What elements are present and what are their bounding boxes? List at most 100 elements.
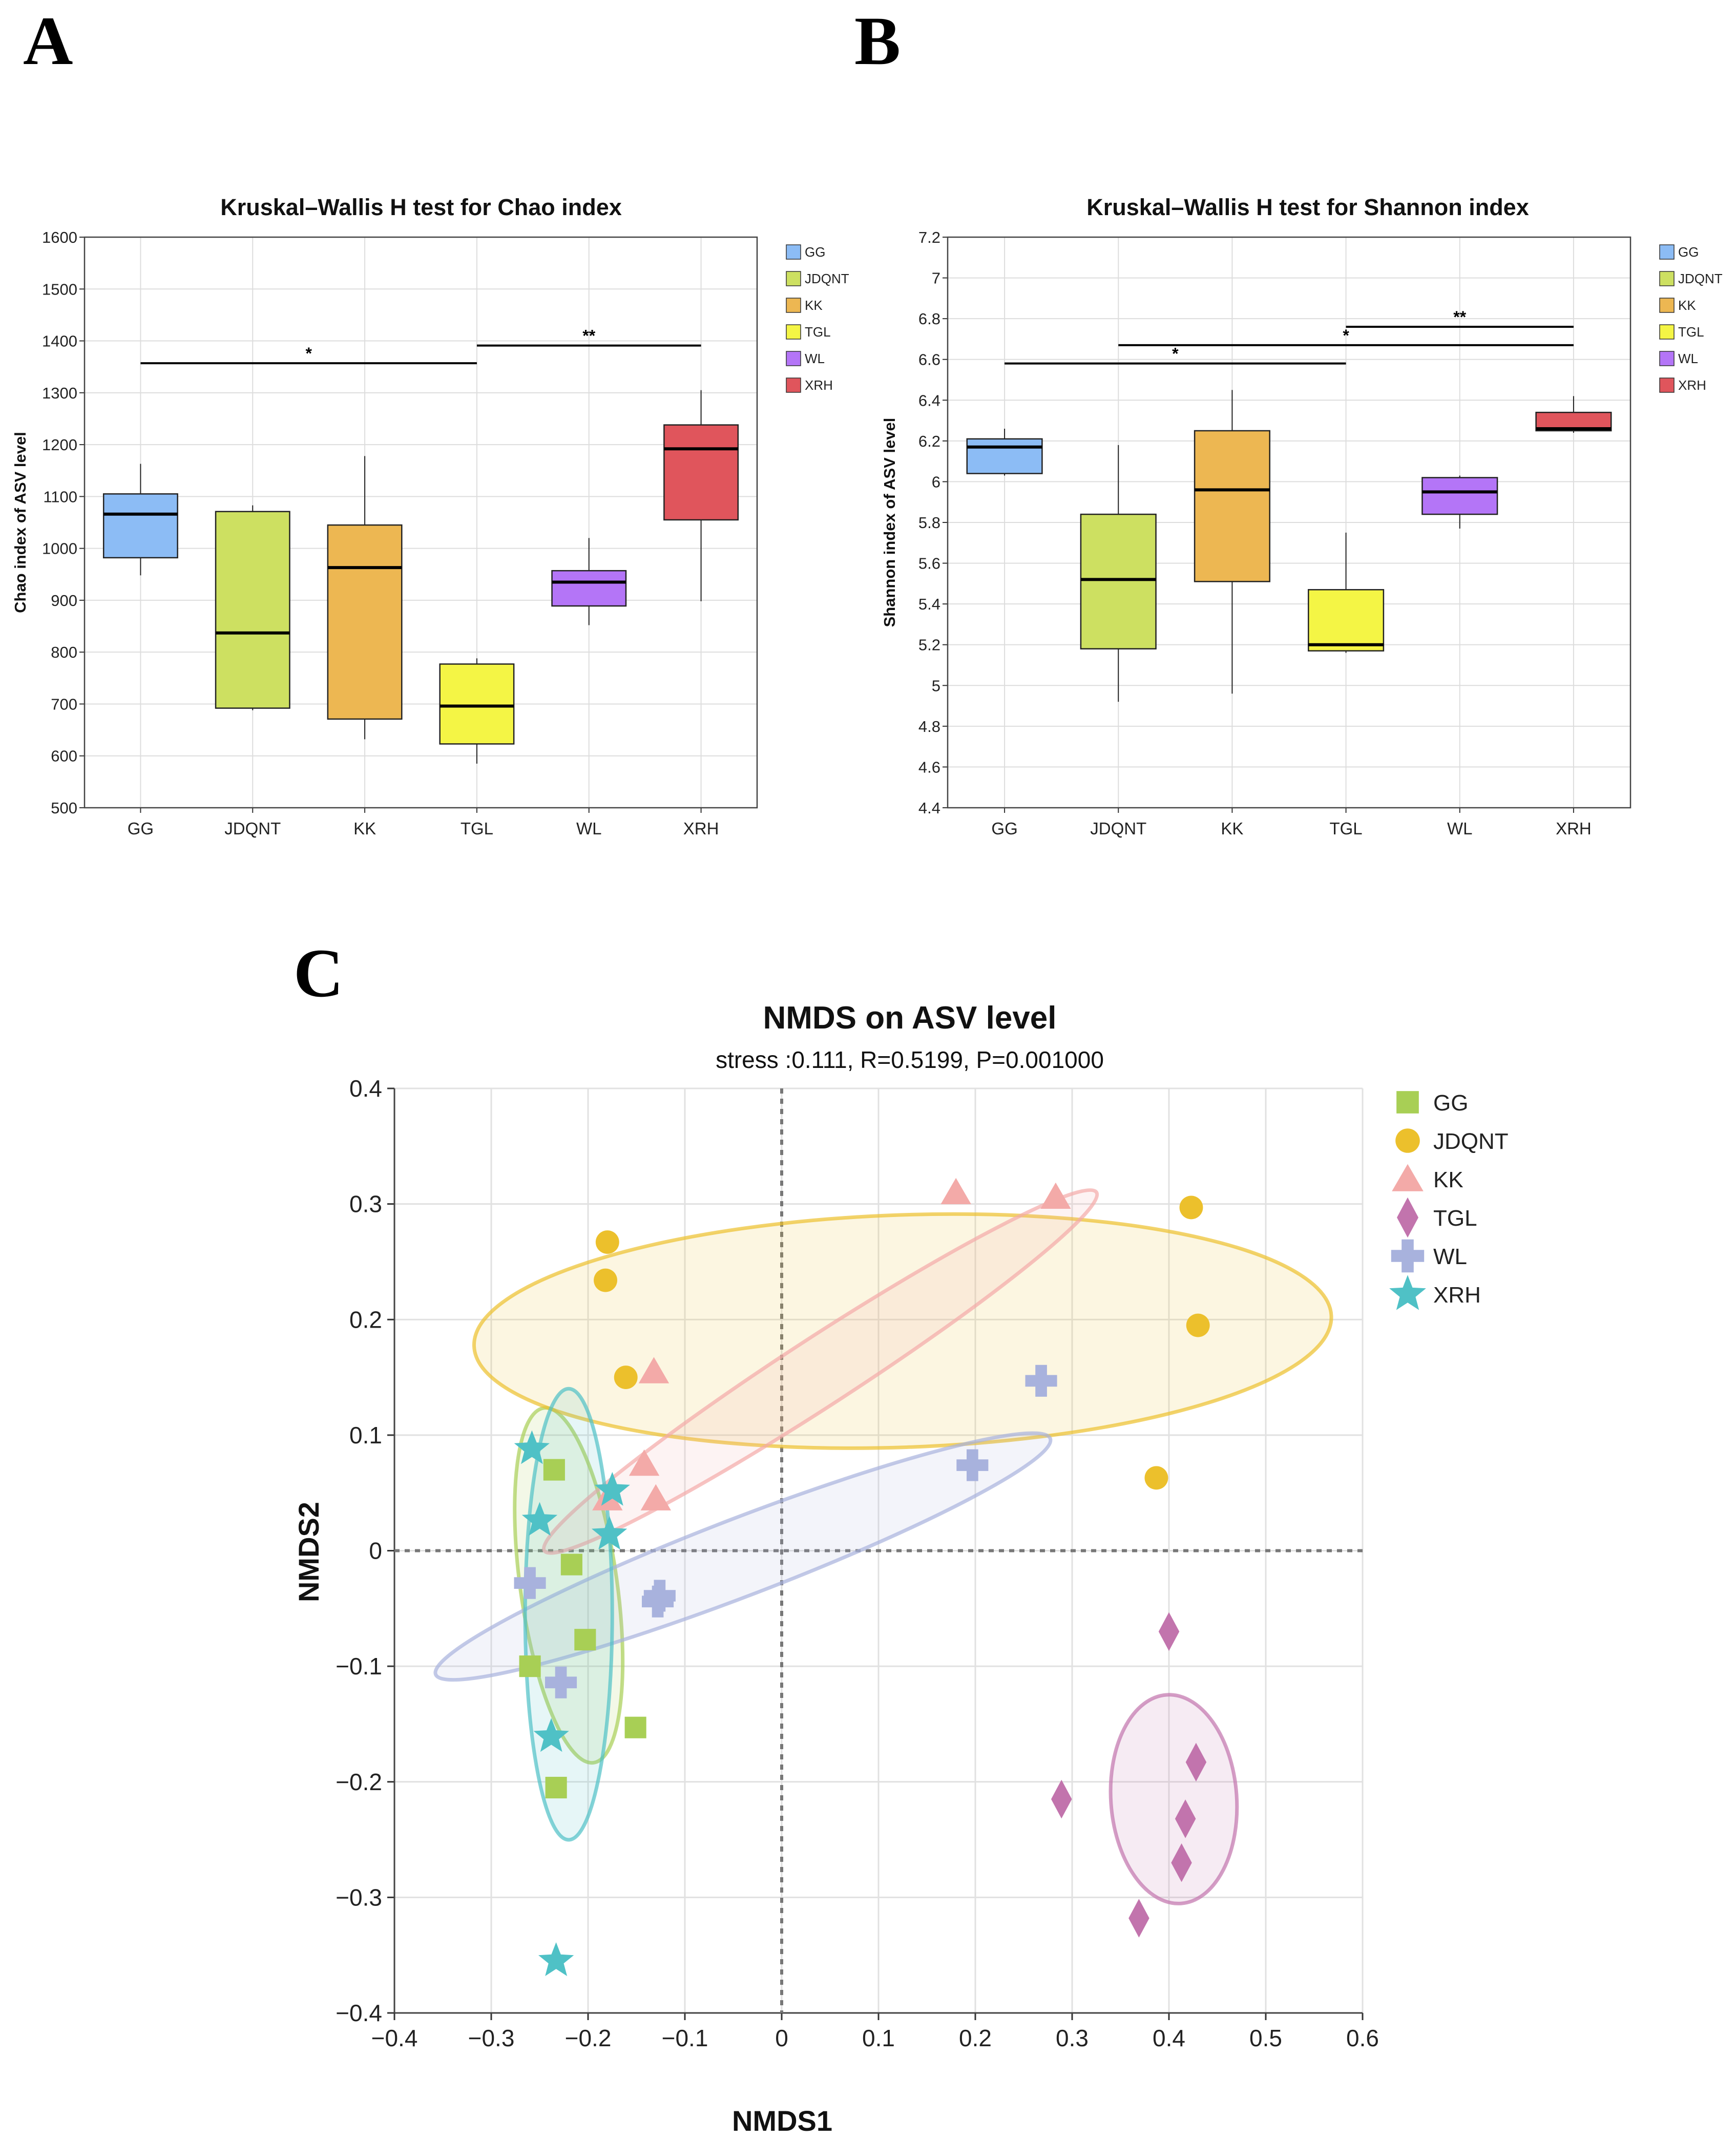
y-tick-label: 6.2: [918, 432, 940, 450]
legend-marker-jdqnt: [1395, 1128, 1420, 1153]
point-xrh: [521, 1502, 558, 1536]
point-tgl: [1171, 1843, 1192, 1882]
legend-swatch-kk: [786, 298, 801, 313]
significance-label: **: [1453, 308, 1466, 326]
point-tgl: [1185, 1743, 1207, 1782]
point-gg: [543, 1459, 565, 1481]
legend-marker-kk: [1392, 1164, 1424, 1191]
x-tick-label: 0.1: [862, 2025, 895, 2051]
panel-b-label: B: [854, 3, 901, 79]
panel-b: B Kruskal–Wallis H test for Shannon inde…: [854, 3, 1723, 838]
panel-a-title: Kruskal–Wallis H test for Chao index: [220, 194, 622, 220]
y-tick-label: 5.2: [918, 636, 940, 654]
significance-label: **: [582, 327, 595, 345]
y-tick-label: 5.6: [918, 555, 940, 573]
y-tick-label: 900: [51, 592, 77, 610]
x-tick-label: KK: [1221, 819, 1243, 838]
x-tick-label: −0.2: [565, 2025, 612, 2051]
ellipse-tgl: [1108, 1693, 1239, 1905]
point-xrh: [514, 1430, 550, 1464]
point-kk: [638, 1357, 670, 1383]
y-tick-label: 1000: [42, 540, 77, 558]
point-gg: [624, 1716, 646, 1738]
box-tgl: [439, 663, 515, 745]
y-tick-label: 6.6: [918, 351, 940, 369]
legend-swatch-gg: [786, 244, 801, 260]
point-kk: [640, 1484, 671, 1510]
y-tick-label: 6: [932, 473, 940, 491]
legend-marker-gg: [1396, 1091, 1419, 1114]
x-tick-label: JDQNT: [224, 819, 281, 838]
confidence-ellipses: [433, 1188, 1333, 1905]
legend-swatch-tgl: [1659, 324, 1675, 340]
y-tick-label: −0.3: [336, 1884, 382, 1911]
y-tick-label: 1600: [42, 228, 77, 246]
legend-swatch-xrh: [786, 377, 801, 393]
panel-c-ylabel: NMDS2: [292, 1502, 325, 1602]
panel-a-label: A: [23, 3, 73, 79]
legend-label-xrh: XRH: [1433, 1283, 1481, 1308]
legend-label-jdqnt: JDQNT: [805, 271, 849, 286]
x-tick-label: JDQNT: [1090, 819, 1146, 838]
x-tick-label: 0.5: [1249, 2025, 1282, 2051]
legend-swatch-kk: [1659, 298, 1675, 313]
x-tick-label: 0.3: [1056, 2025, 1089, 2051]
point-kk: [1040, 1182, 1071, 1209]
point-kk: [629, 1449, 660, 1476]
panel-c-label: C: [294, 935, 344, 1012]
significance-label: *: [1172, 345, 1179, 363]
point-gg: [519, 1655, 541, 1677]
ellipse-wl: [433, 1431, 1053, 1682]
point-jdqnt: [1179, 1195, 1203, 1220]
y-tick-label: 5: [932, 677, 940, 695]
legend-label-jdqnt: JDQNT: [1433, 1129, 1509, 1154]
ellipse-jdqnt: [472, 1212, 1333, 1450]
legend-swatch-wl: [1659, 351, 1675, 366]
legend-label-wl: WL: [805, 351, 825, 366]
point-wl: [514, 1567, 546, 1599]
x-tick-label: 0: [775, 2025, 788, 2051]
point-gg: [560, 1554, 582, 1576]
y-tick-label: 0.1: [349, 1422, 382, 1449]
point-tgl: [1175, 1799, 1196, 1838]
panel-c-plot: −0.4 −0.3 −0.2 −0.1 0 0.1 0.2 0.3 0.4 0.5 0.6 −0.4 −…: [336, 1075, 1508, 2051]
legend-label-xrh: XRH: [805, 377, 833, 393]
panel-b-ylabel: Shannon index of ASV level: [881, 418, 898, 627]
panel-b-plot: 4.4 4.6 4.8 5 5.2 5.4 5.6 5.8 6 6.2 6.4 6.6 6.8 7 7.2 G…: [918, 228, 1723, 838]
y-tick-label: 0.4: [349, 1075, 382, 1102]
x-tick-label: 0.4: [1153, 2025, 1185, 2051]
scatter-points: [514, 1178, 1210, 1976]
legend-marker-wl: [1391, 1239, 1425, 1273]
y-tick-label: 0.2: [349, 1306, 382, 1333]
legend-swatch-tgl: [786, 324, 801, 340]
panel-a-ylabel: Chao index of ASV level: [11, 432, 29, 613]
y-tick-label: −0.2: [336, 1769, 382, 1795]
box-kk: [1194, 430, 1270, 582]
y-tick-label: 7: [932, 269, 940, 287]
point-kk: [940, 1178, 971, 1204]
y-tick-label: 4.4: [918, 799, 940, 817]
legend-label-tgl: TGL: [805, 324, 831, 340]
legend-label-tgl: TGL: [1433, 1206, 1477, 1231]
y-tick-label: 7.2: [918, 228, 940, 246]
point-tgl: [1051, 1779, 1072, 1819]
x-tick-label: WL: [1447, 819, 1473, 838]
point-jdqnt: [1144, 1466, 1168, 1490]
panel-a: A Kruskal–Wallis H test for Chao index C…: [11, 3, 849, 838]
legend-label-gg: GG: [805, 244, 825, 260]
x-tick-label: 0.2: [959, 2025, 992, 2051]
point-tgl: [1128, 1899, 1149, 1938]
point-wl: [545, 1666, 577, 1698]
y-tick-label: −0.1: [336, 1653, 382, 1680]
point-jdqnt: [614, 1366, 638, 1390]
box-jdqnt: [215, 511, 290, 709]
legend-marker-tgl: [1397, 1197, 1418, 1238]
point-jdqnt: [595, 1230, 619, 1254]
legend-label-kk: KK: [1433, 1167, 1463, 1192]
y-tick-label: 5.8: [918, 514, 940, 532]
plot-frame: [947, 236, 1632, 809]
legend-label-gg: GG: [1678, 244, 1699, 260]
significance-label: *: [1343, 326, 1349, 345]
x-tick-label: KK: [353, 819, 376, 838]
ellipse-kk: [541, 1188, 1099, 1555]
